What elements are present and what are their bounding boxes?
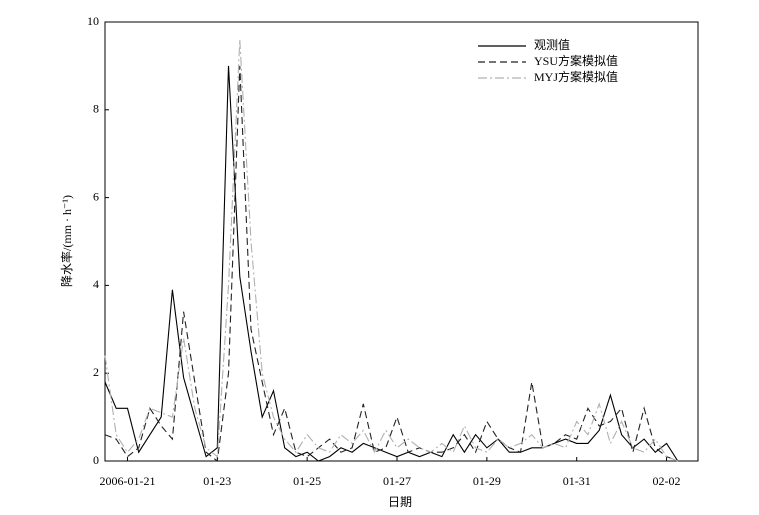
x-axis-label: 日期 (388, 495, 412, 509)
series-line (104, 65, 679, 463)
y-tick-label: 6 (93, 189, 99, 203)
legend-label: YSU方案模拟值 (534, 53, 618, 68)
series-line (104, 65, 679, 462)
series-line (104, 39, 679, 462)
x-tick-label: 01-27 (383, 474, 411, 488)
y-tick-label: 4 (93, 277, 99, 291)
y-tick-label: 10 (87, 14, 99, 28)
y-tick-label: 8 (93, 102, 99, 116)
y-axis-label: 降水率/(mm · h⁻¹) (59, 195, 74, 287)
legend-label: MYJ方案模拟值 (534, 69, 618, 84)
y-tick-label: 2 (93, 365, 99, 379)
y-tick-label: 0 (93, 453, 99, 467)
x-tick-label: 2006-01-21 (99, 474, 155, 488)
plot-frame (104, 21, 699, 462)
x-tick-label: 02-02 (653, 474, 681, 488)
x-tick-label: 01-23 (203, 474, 231, 488)
legend-label: 观测值 (534, 37, 570, 52)
x-tick-label: 01-25 (293, 474, 321, 488)
x-tick-label: 01-29 (473, 474, 501, 488)
x-tick-label: 01-31 (563, 474, 591, 488)
